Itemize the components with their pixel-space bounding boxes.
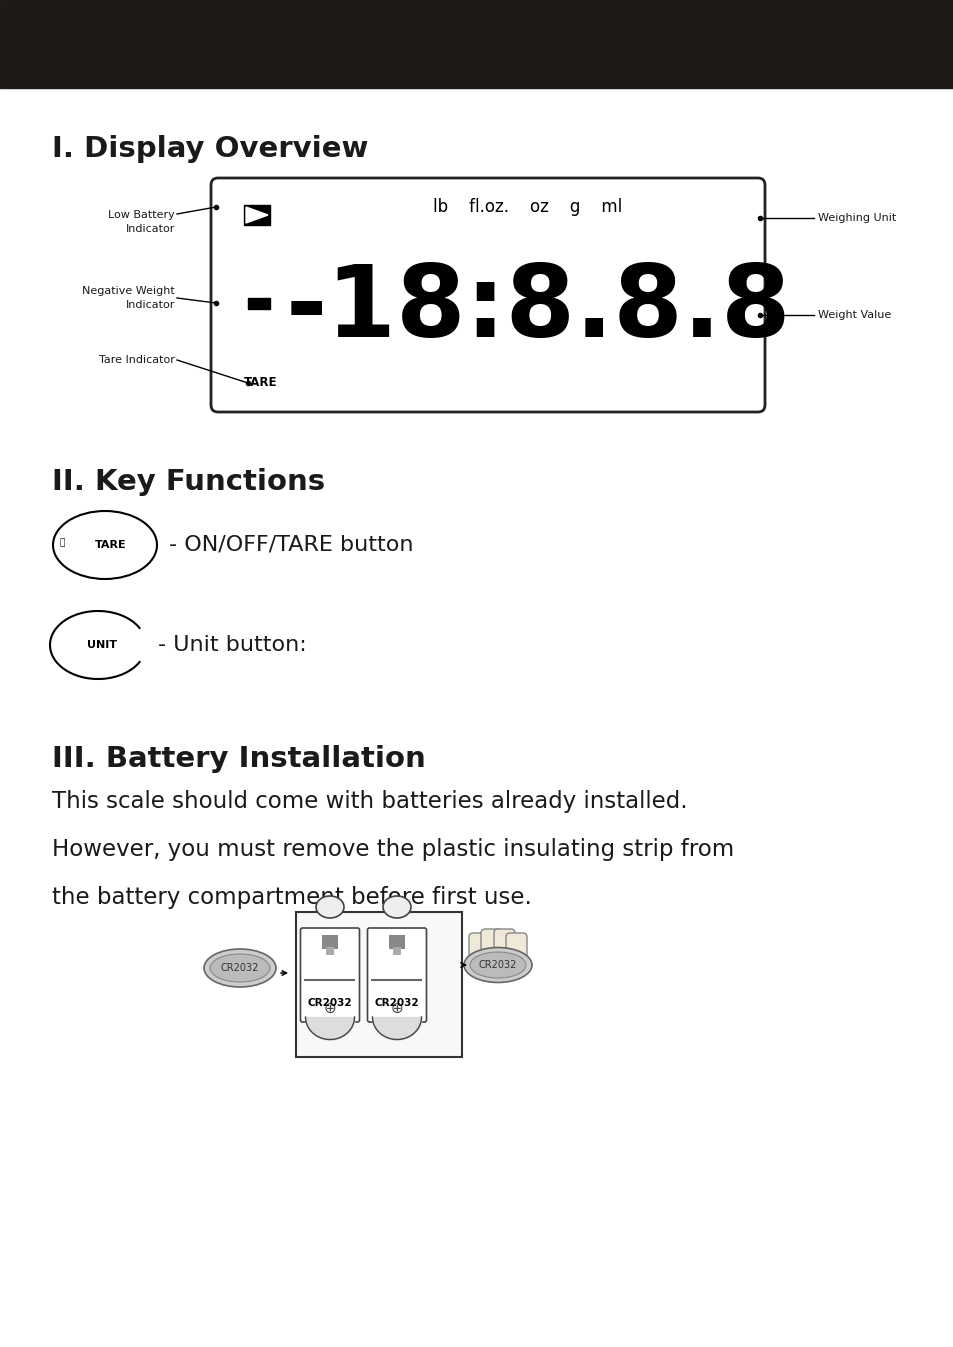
Bar bbox=[322, 935, 337, 950]
Text: CR2032: CR2032 bbox=[478, 960, 517, 970]
FancyBboxPatch shape bbox=[300, 928, 359, 1022]
FancyBboxPatch shape bbox=[469, 933, 490, 963]
Text: II. Key Functions: II. Key Functions bbox=[52, 467, 325, 496]
Text: UNIT: UNIT bbox=[87, 640, 117, 651]
FancyBboxPatch shape bbox=[505, 933, 526, 963]
Text: Tare Indicator: Tare Indicator bbox=[99, 356, 174, 365]
FancyBboxPatch shape bbox=[367, 928, 426, 1022]
Ellipse shape bbox=[210, 954, 270, 982]
Bar bbox=[0, 0, 953, 88]
Bar bbox=[393, 947, 400, 955]
Text: ⊕: ⊕ bbox=[390, 1001, 403, 1016]
Ellipse shape bbox=[463, 947, 532, 982]
Ellipse shape bbox=[382, 896, 411, 919]
FancyBboxPatch shape bbox=[494, 929, 515, 959]
Bar bbox=[389, 935, 405, 950]
Text: ⊕: ⊕ bbox=[323, 1001, 336, 1016]
Text: I. Display Overview: I. Display Overview bbox=[52, 135, 368, 163]
Text: ⏻: ⏻ bbox=[59, 539, 65, 547]
Text: III. Battery Installation: III. Battery Installation bbox=[52, 745, 425, 773]
Text: CR2032: CR2032 bbox=[375, 998, 419, 1008]
Text: TARE: TARE bbox=[244, 377, 277, 389]
Ellipse shape bbox=[204, 950, 275, 987]
Text: CR2032: CR2032 bbox=[220, 963, 259, 973]
Bar bbox=[244, 205, 270, 225]
Bar bbox=[326, 947, 334, 955]
FancyBboxPatch shape bbox=[295, 912, 461, 1057]
Ellipse shape bbox=[315, 896, 344, 919]
Text: -18:8.8.8: -18:8.8.8 bbox=[285, 261, 790, 358]
Text: However, you must remove the plastic insulating strip from: However, you must remove the plastic ins… bbox=[52, 838, 734, 861]
Text: TARE: TARE bbox=[95, 540, 127, 550]
FancyBboxPatch shape bbox=[211, 178, 764, 412]
Ellipse shape bbox=[470, 952, 525, 978]
Text: Weighing Unit: Weighing Unit bbox=[817, 213, 895, 224]
Text: Weight Value: Weight Value bbox=[817, 310, 890, 321]
Text: - Unit button:: - Unit button: bbox=[158, 634, 307, 655]
Text: Negative Weight
Indicator: Negative Weight Indicator bbox=[82, 287, 174, 310]
Text: This scale should come with batteries already installed.: This scale should come with batteries al… bbox=[52, 789, 687, 814]
Ellipse shape bbox=[53, 511, 157, 579]
FancyBboxPatch shape bbox=[480, 929, 501, 959]
Text: Low Battery
Indicator: Low Battery Indicator bbox=[108, 210, 174, 233]
Bar bbox=[248, 298, 270, 308]
Text: lb    fl.oz.    oz    g    ml: lb fl.oz. oz g ml bbox=[433, 198, 622, 216]
Text: CR2032: CR2032 bbox=[308, 998, 352, 1008]
Polygon shape bbox=[246, 207, 268, 224]
Text: - ON/OFF/TARE button: - ON/OFF/TARE button bbox=[169, 535, 413, 555]
Text: the battery compartment before first use.: the battery compartment before first use… bbox=[52, 886, 532, 909]
